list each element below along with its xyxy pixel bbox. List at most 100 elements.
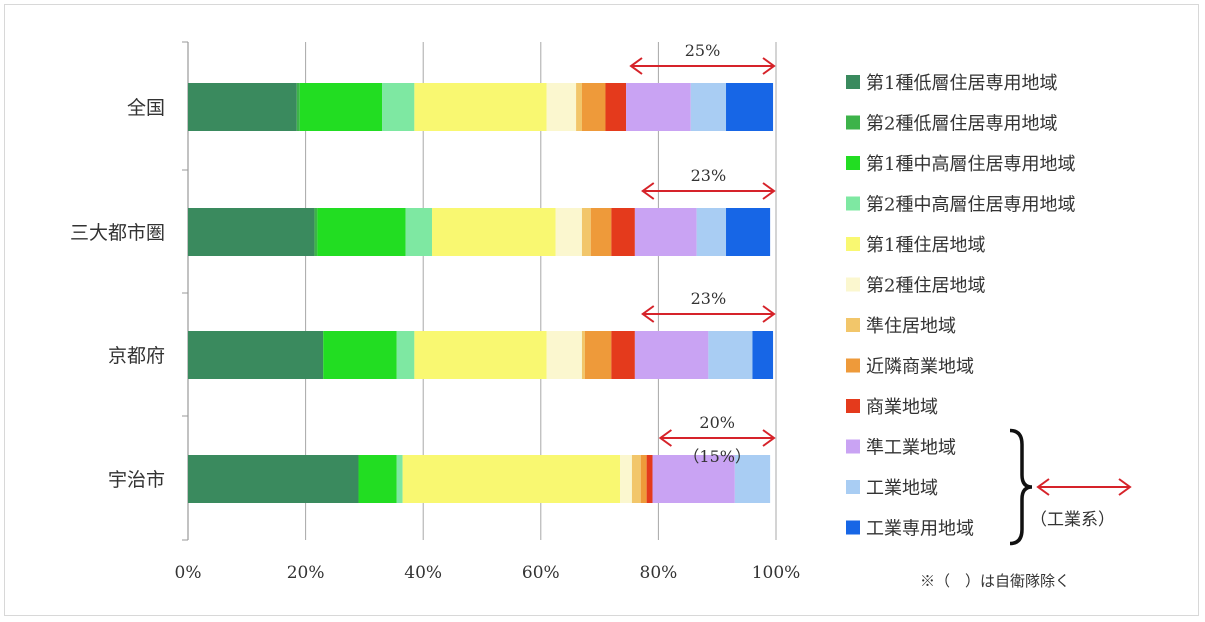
legend-swatch xyxy=(846,358,860,373)
annotation-sublabel: （15%） xyxy=(683,447,751,466)
legend-label: 第1種低層住居専用地域 xyxy=(866,73,1057,94)
legend-label: 準住居地域 xyxy=(866,316,956,337)
arrow-head xyxy=(658,429,672,447)
category-label: 三大都市圏 xyxy=(70,222,165,244)
group-brace xyxy=(1009,428,1033,546)
bar-segment xyxy=(581,208,591,256)
bar-segment xyxy=(734,455,771,503)
x-tick-label: 60% xyxy=(522,563,560,583)
category-label: 宇治市 xyxy=(108,469,165,491)
legend-swatch xyxy=(846,318,860,332)
legend-swatch xyxy=(846,156,860,170)
bar-segment xyxy=(396,455,403,503)
bar-segment xyxy=(634,208,697,256)
bar-segment xyxy=(726,83,774,131)
arrow-head xyxy=(641,182,655,200)
legend-swatch xyxy=(846,480,860,494)
bar-segment xyxy=(299,83,383,131)
bar-segment xyxy=(555,208,582,256)
legend-swatch xyxy=(846,237,860,251)
annotation-label: 23% xyxy=(691,166,727,185)
bar-segment xyxy=(405,208,433,256)
legend-label: 第1種住居地域 xyxy=(866,235,985,256)
bar-segment xyxy=(581,331,585,379)
bar-segment xyxy=(414,331,547,379)
legend-swatch xyxy=(846,520,860,535)
legend-label: 第2種住居地域 xyxy=(866,276,985,297)
bar-segment xyxy=(611,331,635,379)
legend-label: 工業専用地域 xyxy=(866,519,974,540)
annotations: 25% 23% 23% 20% （15%） xyxy=(629,41,776,466)
bar-segment xyxy=(640,455,647,503)
bar-segment xyxy=(605,83,627,131)
bar-segment xyxy=(314,208,318,256)
legend-swatch xyxy=(846,399,860,413)
x-tick-label: 40% xyxy=(404,563,442,583)
bar-segment xyxy=(188,331,324,379)
bar-segment xyxy=(696,208,727,256)
bar-segment xyxy=(432,208,556,256)
bar-segment xyxy=(581,83,606,131)
legend: 第1種低層住居専用地域第2種低層住居専用地域第1種中高層住居専用地域第2種中高層… xyxy=(846,73,1132,546)
footnote: ※（ ）は自衛隊除く xyxy=(920,572,1070,590)
group-label: （工業系） xyxy=(1030,510,1115,530)
bar-segment xyxy=(296,83,300,131)
category-label: 全国 xyxy=(127,97,165,119)
legend-label: 第2種低層住居専用地域 xyxy=(866,114,1057,135)
legend-label: 準工業地域 xyxy=(866,438,956,459)
bar-segment xyxy=(590,208,612,256)
annotation-label: 25% xyxy=(685,41,721,60)
legend-swatch xyxy=(846,115,860,130)
bar-segment xyxy=(358,455,397,503)
legend-swatch xyxy=(846,75,860,89)
x-tick-label: 100% xyxy=(752,563,801,583)
bar-segment xyxy=(726,208,771,256)
legend-label: 近隣商業地域 xyxy=(866,357,974,378)
x-tick-labels: 0% 20% 40% 60% 80% 100% xyxy=(175,563,801,583)
bar-segment xyxy=(546,83,577,131)
legend-label: 第1種中高層住居専用地域 xyxy=(866,154,1075,175)
bar-segment xyxy=(414,83,547,131)
arrow-head xyxy=(762,182,776,200)
bar-segment xyxy=(631,455,641,503)
bar-segment xyxy=(652,455,735,503)
legend-label: 第2種中高層住居専用地域 xyxy=(866,195,1075,216)
legend-label: 工業地域 xyxy=(866,478,938,499)
bar-segment xyxy=(317,208,406,256)
bar-segment xyxy=(188,83,297,131)
annotation-label: 23% xyxy=(691,289,727,308)
arrow-head xyxy=(641,305,655,323)
bar-segment xyxy=(584,331,612,379)
arrow-head xyxy=(762,57,776,75)
legend-swatch xyxy=(846,439,860,454)
arrow-head xyxy=(1036,478,1050,496)
arrow-head xyxy=(762,305,776,323)
bar-segment xyxy=(611,208,635,256)
bar-segment xyxy=(546,331,582,379)
legend-swatch xyxy=(846,277,860,292)
x-tick-label: 0% xyxy=(175,563,202,583)
arrow-head xyxy=(762,429,776,447)
arrow-head xyxy=(629,57,643,75)
bar-segment xyxy=(188,455,359,503)
bar-segment xyxy=(396,331,415,379)
category-label: 京都府 xyxy=(108,345,165,367)
bar-segment xyxy=(188,208,315,256)
bar-segment xyxy=(646,455,653,503)
arrow-head xyxy=(1118,478,1132,496)
bar-segment xyxy=(634,331,709,379)
annotation-label: 20% xyxy=(699,413,735,432)
bar-segment xyxy=(690,83,727,131)
x-tick-label: 80% xyxy=(640,563,678,583)
bar-segment xyxy=(323,331,397,379)
bar-segment xyxy=(620,455,632,503)
bar-segment xyxy=(708,331,753,379)
bar-segment xyxy=(752,331,774,379)
legend-swatch xyxy=(846,196,860,211)
bar-segment xyxy=(576,83,582,131)
bars xyxy=(188,83,774,503)
bar-segment xyxy=(626,83,691,131)
bar-segment xyxy=(382,83,415,131)
